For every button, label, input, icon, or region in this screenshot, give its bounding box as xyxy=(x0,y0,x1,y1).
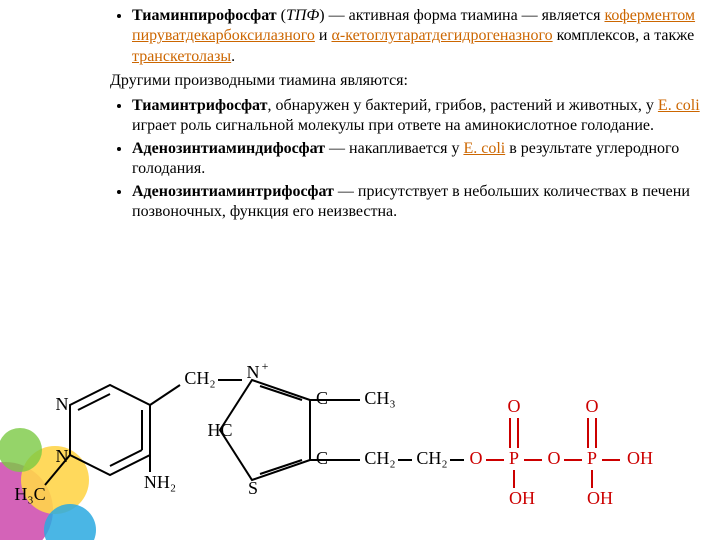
text-content: Тиаминпирофосфат (ТПФ) — активная форма … xyxy=(110,6,700,225)
group-oh: OH xyxy=(627,448,653,468)
bullet-1: Тиаминпирофосфат (ТПФ) — активная форма … xyxy=(132,6,700,67)
term-atdp: Аденозинтиаминдифосфат xyxy=(132,140,325,157)
link-alpha-kg[interactable]: α-кетоглутаратдегидрогеназного xyxy=(331,27,552,44)
atom-P: P xyxy=(587,448,597,468)
group-ch3: CH₃ xyxy=(364,388,395,408)
group-h3c: H₃C xyxy=(14,484,45,504)
atom-O: O xyxy=(586,396,599,416)
atom-N: N xyxy=(56,394,69,414)
atom-S: S xyxy=(248,478,258,498)
charge-plus: + xyxy=(262,360,269,373)
link-transketolase[interactable]: транскетолазы xyxy=(132,48,231,65)
term-tpp: Тиаминпирофосфат xyxy=(132,7,277,24)
atom-C: C xyxy=(316,448,328,468)
group-oh: OH xyxy=(587,488,613,508)
txt: , обнаружен у бактерий, грибов, растений… xyxy=(267,97,657,114)
bullet-3: Аденозинтиаминдифосфат — накапливается у… xyxy=(132,139,700,180)
link-ecoli-2[interactable]: E. coli xyxy=(463,140,505,157)
bullet-list: Тиаминпирофосфат (ТПФ) — активная форма … xyxy=(110,6,700,223)
term-ttp: Тиаминтрифосфат xyxy=(132,97,267,114)
txt: ) — активная форма тиамина — является xyxy=(319,7,604,24)
group-nh2: NH₂ xyxy=(144,472,176,492)
link-coenzyme[interactable]: коферментом xyxy=(604,7,695,24)
atom-N: N xyxy=(56,446,69,466)
txt: играет роль сигнальной молекулы при отве… xyxy=(132,117,654,134)
link-ecoli-1[interactable]: E. coli xyxy=(658,97,700,114)
bullet-2: Тиаминтрифосфат, обнаружен у бактерий, г… xyxy=(132,96,700,137)
bullet-4: Аденозинтиаминтрифосфат — присутствует в… xyxy=(132,182,700,223)
txt: комплексов, а также xyxy=(553,27,695,44)
atom-O: O xyxy=(470,448,483,468)
atom-P: P xyxy=(509,448,519,468)
group-oh: OH xyxy=(509,488,535,508)
txt: и xyxy=(315,27,332,44)
atom-C: C xyxy=(316,388,328,408)
link-pyruvate[interactable]: пируватдекарбоксилазного xyxy=(132,27,315,44)
txt: — накапливается у xyxy=(325,140,463,157)
atom-O: O xyxy=(508,396,521,416)
intro-line: Другими производными тиамина являются: xyxy=(110,71,700,91)
group-ch2: CH₂ xyxy=(416,448,447,468)
atom-N-plus: N xyxy=(247,362,260,382)
group-ch2: CH₂ xyxy=(364,448,395,468)
atom-O: O xyxy=(548,448,561,468)
group-hc: HC xyxy=(207,420,232,440)
abbr-tpp: ТПФ xyxy=(286,7,319,24)
txt: . xyxy=(231,48,235,65)
term-attp: Аденозинтиаминтрифосфат xyxy=(132,183,334,200)
thiamine-pyrophosphate-structure: N N H₃C NH₂ CH₂ N + HC S C CH₃ xyxy=(10,360,710,510)
group-ch2: CH₂ xyxy=(184,368,215,388)
